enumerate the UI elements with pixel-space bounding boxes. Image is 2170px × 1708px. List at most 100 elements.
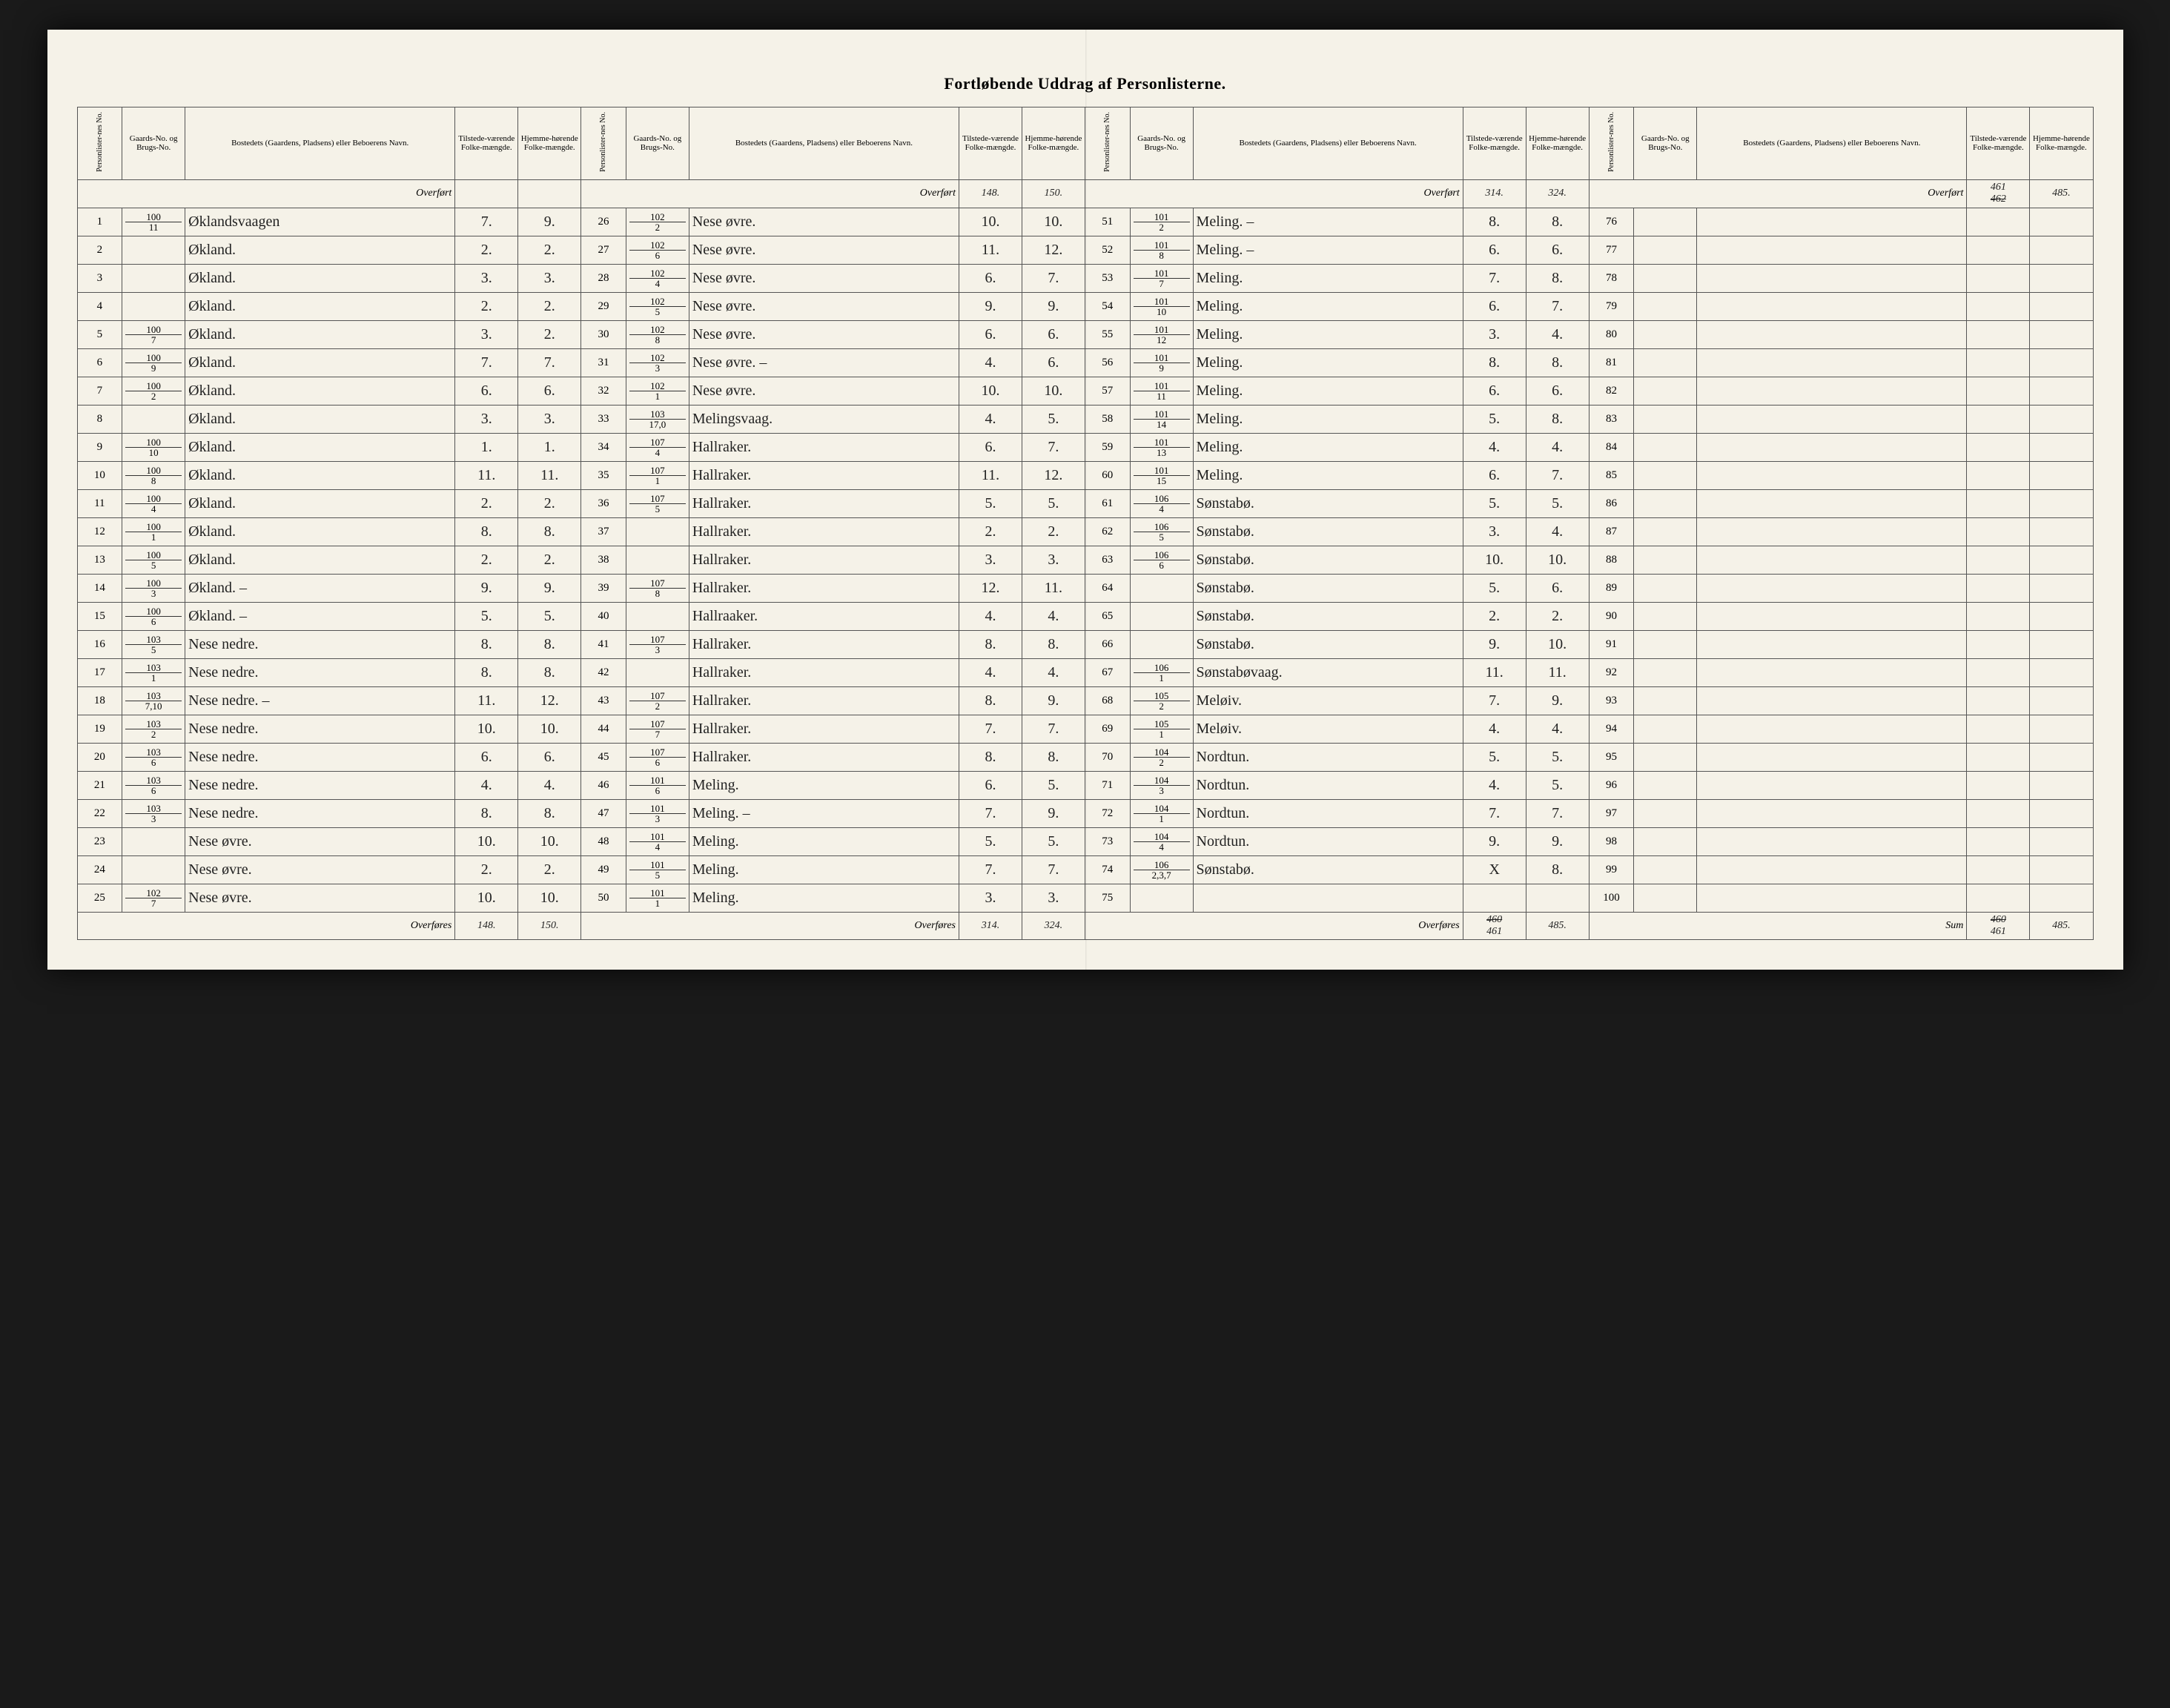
bosted-name: [1193, 884, 1463, 912]
hjemme-value: 9.: [518, 208, 581, 236]
tilstede-value: 3.: [1463, 517, 1526, 546]
bosted-name: Hallraker.: [689, 574, 959, 602]
hjemme-value: 10.: [1526, 630, 1589, 658]
bosted-name: Meling. –: [689, 799, 959, 827]
hjemme-value: [2030, 686, 2093, 715]
table-row: 221033Nese nedre.8.8.471013Meling. –7.9.…: [77, 799, 2093, 827]
gaards-no: [1634, 320, 1697, 348]
tilstede-value: 11.: [455, 461, 518, 489]
tilstede-value: 2.: [959, 517, 1022, 546]
bosted-name: Meling.: [689, 855, 959, 884]
personliste-no: 20: [77, 743, 122, 771]
tilstede-value: 7.: [1463, 799, 1526, 827]
gaards-no: 10011: [122, 208, 185, 236]
tilstede-value: 5.: [1463, 743, 1526, 771]
personliste-no: 21: [77, 771, 122, 799]
personliste-no: 67: [1085, 658, 1130, 686]
personliste-no: 31: [581, 348, 626, 377]
gaards-no: 10110: [1130, 292, 1193, 320]
bosted-name: [1697, 799, 1967, 827]
table-row: 61009Økland.7.7.311023Nese øvre. –4.6.56…: [77, 348, 2093, 377]
tilstede-value: 5.: [1463, 405, 1526, 433]
hjemme-value: [1526, 884, 1589, 912]
hjemme-value: 2.: [1526, 602, 1589, 630]
bosted-name: Økland. –: [185, 602, 455, 630]
tilstede-value: 3.: [959, 884, 1022, 912]
gaards-no: [1634, 236, 1697, 264]
overfores-row: Overføres148.150.Overføres314.324.Overfø…: [77, 912, 2093, 939]
header-cell: Gaards-No. og Brugs-No.: [1634, 107, 1697, 180]
gaards-no: 1006: [122, 602, 185, 630]
gaards-no: 1028: [626, 320, 689, 348]
overfores-hjemme: 324.: [1022, 912, 1085, 939]
tilstede-value: 7.: [959, 715, 1022, 743]
bosted-name: Øklandsvaagen: [185, 208, 455, 236]
overfort-label: Overført: [1085, 179, 1463, 208]
hjemme-value: 7.: [518, 348, 581, 377]
personliste-no: 66: [1085, 630, 1130, 658]
tilstede-value: 11.: [959, 236, 1022, 264]
tilstede-value: 3.: [1463, 320, 1526, 348]
bosted-name: Hallraker.: [689, 743, 959, 771]
bosted-name: Nese øvre.: [185, 855, 455, 884]
tilstede-value: [1967, 292, 2030, 320]
tilstede-value: [1967, 658, 2030, 686]
hjemme-value: 8.: [1526, 855, 1589, 884]
ledger-table: Personlister-nes No.Gaards-No. og Brugs-…: [77, 107, 2094, 940]
tilstede-value: 7.: [455, 208, 518, 236]
bosted-name: [1697, 546, 1967, 574]
gaards-no: [122, 236, 185, 264]
hjemme-value: 5.: [1526, 489, 1589, 517]
hjemme-value: 3.: [1022, 546, 1085, 574]
gaards-no: 1062,3,7: [1130, 855, 1193, 884]
hjemme-value: 9.: [518, 574, 581, 602]
tilstede-value: [1967, 377, 2030, 405]
tilstede-value: 6.: [1463, 377, 1526, 405]
personliste-no: 36: [581, 489, 626, 517]
hjemme-value: [2030, 715, 2093, 743]
personliste-no: 30: [581, 320, 626, 348]
bosted-name: [1697, 489, 1967, 517]
personliste-no: 95: [1589, 743, 1634, 771]
bosted-name: [1697, 517, 1967, 546]
tilstede-value: 3.: [959, 546, 1022, 574]
bosted-name: Meling.: [1193, 461, 1463, 489]
gaards-no: [626, 517, 689, 546]
hjemme-value: 3.: [1022, 884, 1085, 912]
hjemme-value: 11.: [1526, 658, 1589, 686]
tilstede-value: [1967, 799, 2030, 827]
header-cell: Tilstede-værende Folke-mængde.: [455, 107, 518, 180]
personliste-no: 39: [581, 574, 626, 602]
gaards-no: 1007: [122, 320, 185, 348]
hjemme-value: 6.: [1526, 377, 1589, 405]
gaards-no: 1003: [122, 574, 185, 602]
bosted-name: Nese nedre.: [185, 799, 455, 827]
gaards-no: 10114: [1130, 405, 1193, 433]
table-row: 151006Økland. –5.5.40Hallraaker.4.4.65Sø…: [77, 602, 2093, 630]
tilstede-value: 6.: [1463, 292, 1526, 320]
gaards-no: 1014: [626, 827, 689, 855]
tilstede-value: 7.: [959, 799, 1022, 827]
tilstede-value: 6.: [1463, 236, 1526, 264]
hjemme-value: 8.: [518, 517, 581, 546]
personliste-no: 16: [77, 630, 122, 658]
hjemme-value: 6.: [1526, 574, 1589, 602]
personliste-no: 89: [1589, 574, 1634, 602]
hjemme-value: 4.: [1022, 602, 1085, 630]
tilstede-value: [1967, 884, 2030, 912]
personliste-no: 4: [77, 292, 122, 320]
gaards-no: 1011: [626, 884, 689, 912]
personliste-no: 35: [581, 461, 626, 489]
hjemme-value: 4.: [1022, 658, 1085, 686]
hjemme-value: 5.: [518, 602, 581, 630]
header-cell: Personlister-nes No.: [1589, 107, 1634, 180]
gaards-no: 1012: [1130, 208, 1193, 236]
personliste-no: 55: [1085, 320, 1130, 348]
gaards-no: 1075: [626, 489, 689, 517]
bosted-name: Sønstabø.: [1193, 574, 1463, 602]
hjemme-value: 8.: [1526, 405, 1589, 433]
overfores-tilstede: 460461: [1463, 912, 1526, 939]
header-cell: Bostedets (Gaardens, Pladsens) eller Beb…: [185, 107, 455, 180]
overfort-label: Overført: [77, 179, 455, 208]
hjemme-value: 8.: [1022, 630, 1085, 658]
